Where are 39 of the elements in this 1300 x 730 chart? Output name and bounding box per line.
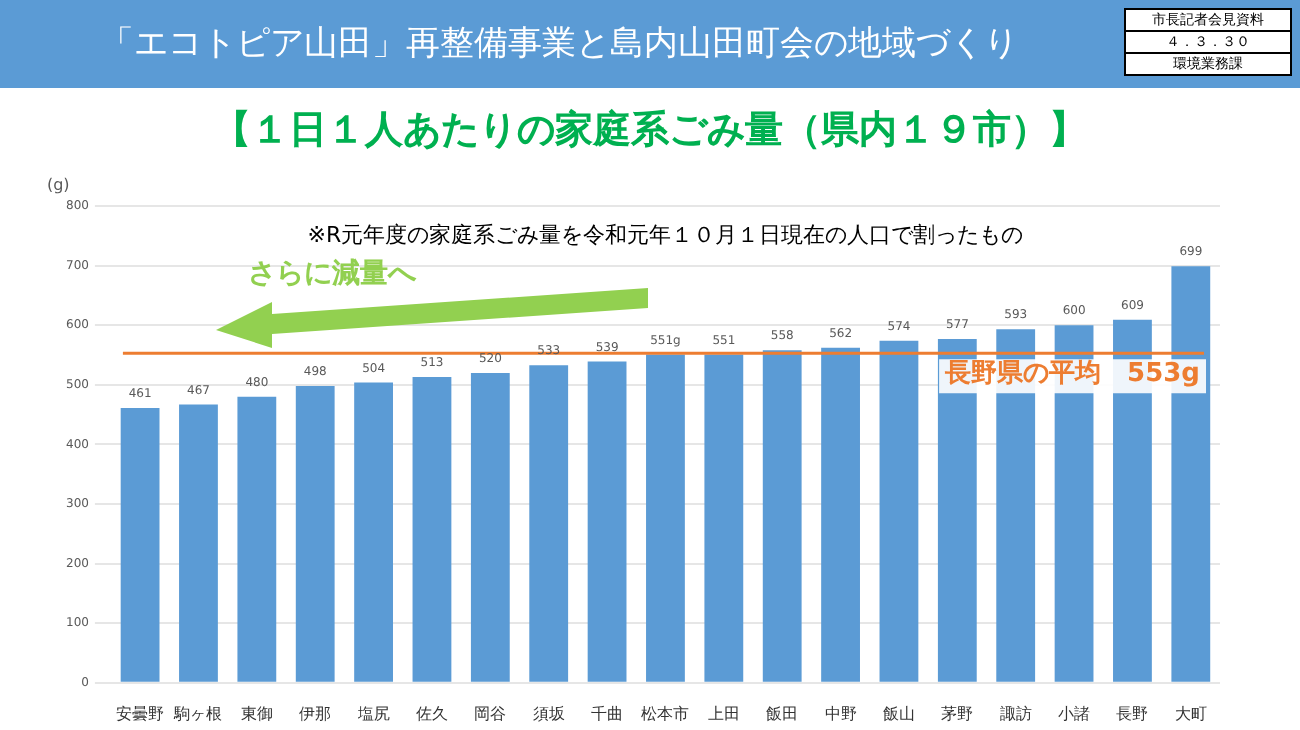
bar	[879, 340, 919, 682]
ref-line-label: 長野県の平均 553g	[943, 358, 1200, 389]
x-tick-label: 中野	[824, 704, 857, 723]
bar	[470, 372, 510, 682]
bar	[821, 347, 860, 682]
x-tick-label: 千曲	[591, 704, 624, 723]
bar	[762, 350, 802, 682]
x-tick-label: 茅野	[941, 704, 974, 723]
bar	[354, 382, 393, 682]
x-tick-label: 駒ヶ根	[172, 704, 223, 723]
chart-subtitle: 【１日１人あたりの家庭系ごみ量（県内１９市）】	[211, 106, 1089, 156]
x-tick-label: 飯山	[882, 704, 915, 723]
x-tick-label: 須坂	[532, 704, 565, 723]
x-tick-label: 長野	[1116, 704, 1149, 723]
bar	[295, 385, 335, 682]
x-tick-label: 岡谷	[474, 704, 507, 723]
bar	[412, 377, 452, 682]
chart-title: 「エコトピア山田」再整備事業と島内山田町会の地域づくり	[100, 22, 1018, 66]
x-tick-label: 諏訪	[999, 704, 1032, 723]
x-tick-label: 東御	[240, 704, 273, 723]
x-tick-label: 飯田	[766, 704, 799, 723]
bar	[587, 361, 627, 682]
bar	[120, 408, 160, 682]
annotation: ※R元年度の家庭系ごみ量を令和元年１０月１日現在の人口で割ったもの	[307, 221, 1024, 248]
x-tick-label: 安曇野	[116, 704, 165, 723]
x-tick-label: 大町	[1174, 704, 1207, 723]
bar	[704, 354, 744, 682]
x-tick-label: 伊那	[299, 704, 332, 723]
x-tick-label: 塩尻	[355, 704, 390, 723]
bar	[237, 396, 277, 682]
x-tick-label: 小諸	[1058, 704, 1091, 723]
x-tick-label: 上田	[707, 704, 740, 723]
y-axis-title: (g)	[46, 176, 70, 195]
bar	[529, 365, 569, 682]
annotation: さらに減量へ	[248, 257, 419, 290]
bar	[179, 404, 218, 682]
x-tick-label: 松本市	[641, 704, 690, 723]
bar	[646, 354, 685, 682]
x-tick-label: 佐久	[415, 704, 448, 723]
